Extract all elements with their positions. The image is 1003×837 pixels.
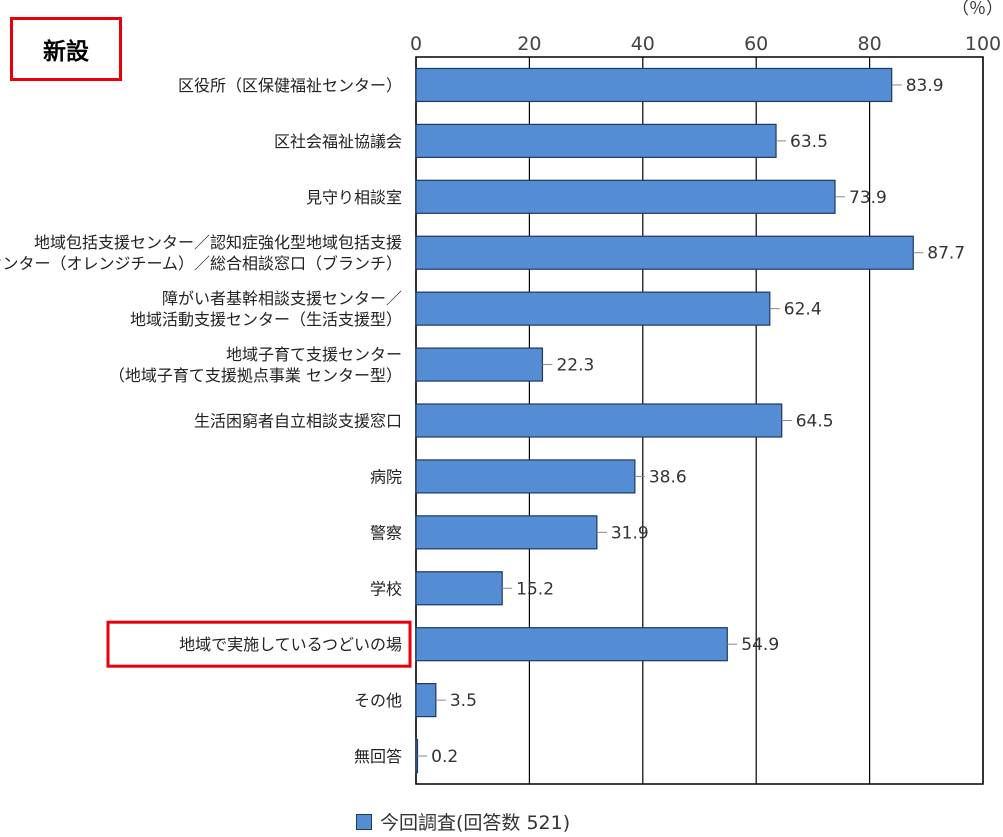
bar	[415, 123, 777, 158]
category-label: 学校	[370, 579, 402, 598]
category-label: 病院	[370, 467, 402, 486]
value-label: 63.5	[790, 132, 828, 152]
category-label: 生活困窮者自立相談支援窓口	[194, 412, 402, 431]
x-tick-label: 20	[517, 33, 541, 55]
bar	[415, 347, 544, 382]
category-label: 区役所（区保健福祉センター）	[178, 76, 402, 95]
value-label: 54.9	[741, 635, 779, 655]
category-label: 地域で実施しているつどいの場	[179, 635, 402, 654]
bar	[415, 179, 836, 214]
value-label: 0.2	[431, 747, 458, 767]
legend-swatch	[356, 813, 372, 830]
category-label: 障がい者基幹相談支援センター／	[162, 289, 402, 308]
value-label: 38.6	[649, 467, 687, 487]
highlight-box	[106, 620, 412, 668]
x-tick-label: 60	[744, 33, 768, 55]
value-label: 73.9	[849, 188, 887, 208]
legend: 今回調査(回答数 521)	[356, 808, 570, 835]
bar	[415, 235, 914, 270]
value-label: 62.4	[784, 300, 822, 320]
bar	[415, 459, 636, 494]
unit-label: （％）	[952, 0, 1003, 19]
bar	[415, 515, 598, 550]
bar	[415, 67, 893, 103]
bar	[415, 571, 503, 606]
category-label: 警察	[370, 523, 402, 542]
x-tick-label: 80	[858, 33, 882, 55]
bar	[415, 627, 728, 662]
category-label: センター（オレンジチーム）／総合相談窓口（ブランチ）	[0, 254, 402, 273]
category-label: （地域子育て支援拠点事業 センター型）	[109, 366, 402, 385]
x-tick-label: 100	[965, 33, 1001, 55]
category-label: 地域子育て支援センター	[226, 345, 402, 364]
value-label: 64.5	[796, 412, 834, 432]
category-label: 地域活動支援センター（生活支援型）	[130, 310, 402, 329]
value-label: 31.9	[611, 523, 649, 543]
category-label: その他	[354, 691, 402, 710]
value-label: 83.9	[906, 76, 944, 96]
value-label: 22.3	[556, 356, 594, 376]
legend-label: 今回調査(回答数 521)	[380, 812, 571, 834]
value-label: 15.2	[516, 579, 554, 599]
x-tick-label: 40	[631, 33, 655, 55]
bar	[415, 403, 783, 438]
new-badge: 新設	[10, 17, 122, 81]
bar	[415, 291, 771, 326]
value-label: 87.7	[927, 244, 965, 264]
x-tick-label: 0	[410, 33, 422, 55]
bar	[415, 683, 437, 718]
category-label: 見守り相談室	[306, 188, 402, 207]
value-label: 3.5	[450, 691, 477, 711]
category-label: 地域包括支援センター／認知症強化型地域包括支援	[34, 233, 402, 252]
category-label: 無回答	[354, 747, 402, 766]
category-label: 区社会福祉協議会	[274, 132, 402, 151]
